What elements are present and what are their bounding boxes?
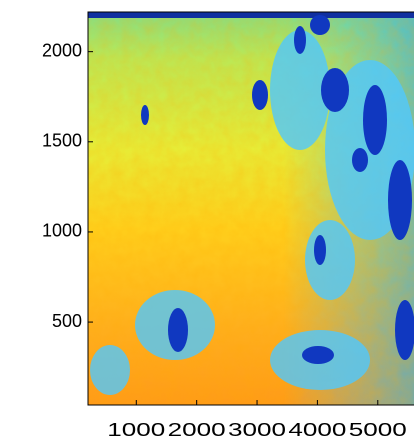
x-tick-label: 2000: [168, 420, 226, 440]
x-tick-label: 4000: [288, 420, 346, 440]
y-tick-label: 2000: [42, 40, 82, 60]
y-tick-label: 1000: [42, 221, 82, 241]
x-tick-label: 1000: [107, 420, 165, 440]
y-tick-label: 500: [52, 311, 82, 331]
x-tick-label: 5000: [349, 420, 407, 440]
plot-frame: [87, 11, 414, 406]
image-raster: [88, 12, 414, 405]
x-tick-label: 3000: [228, 420, 286, 440]
y-tick-label: 1500: [42, 131, 82, 151]
